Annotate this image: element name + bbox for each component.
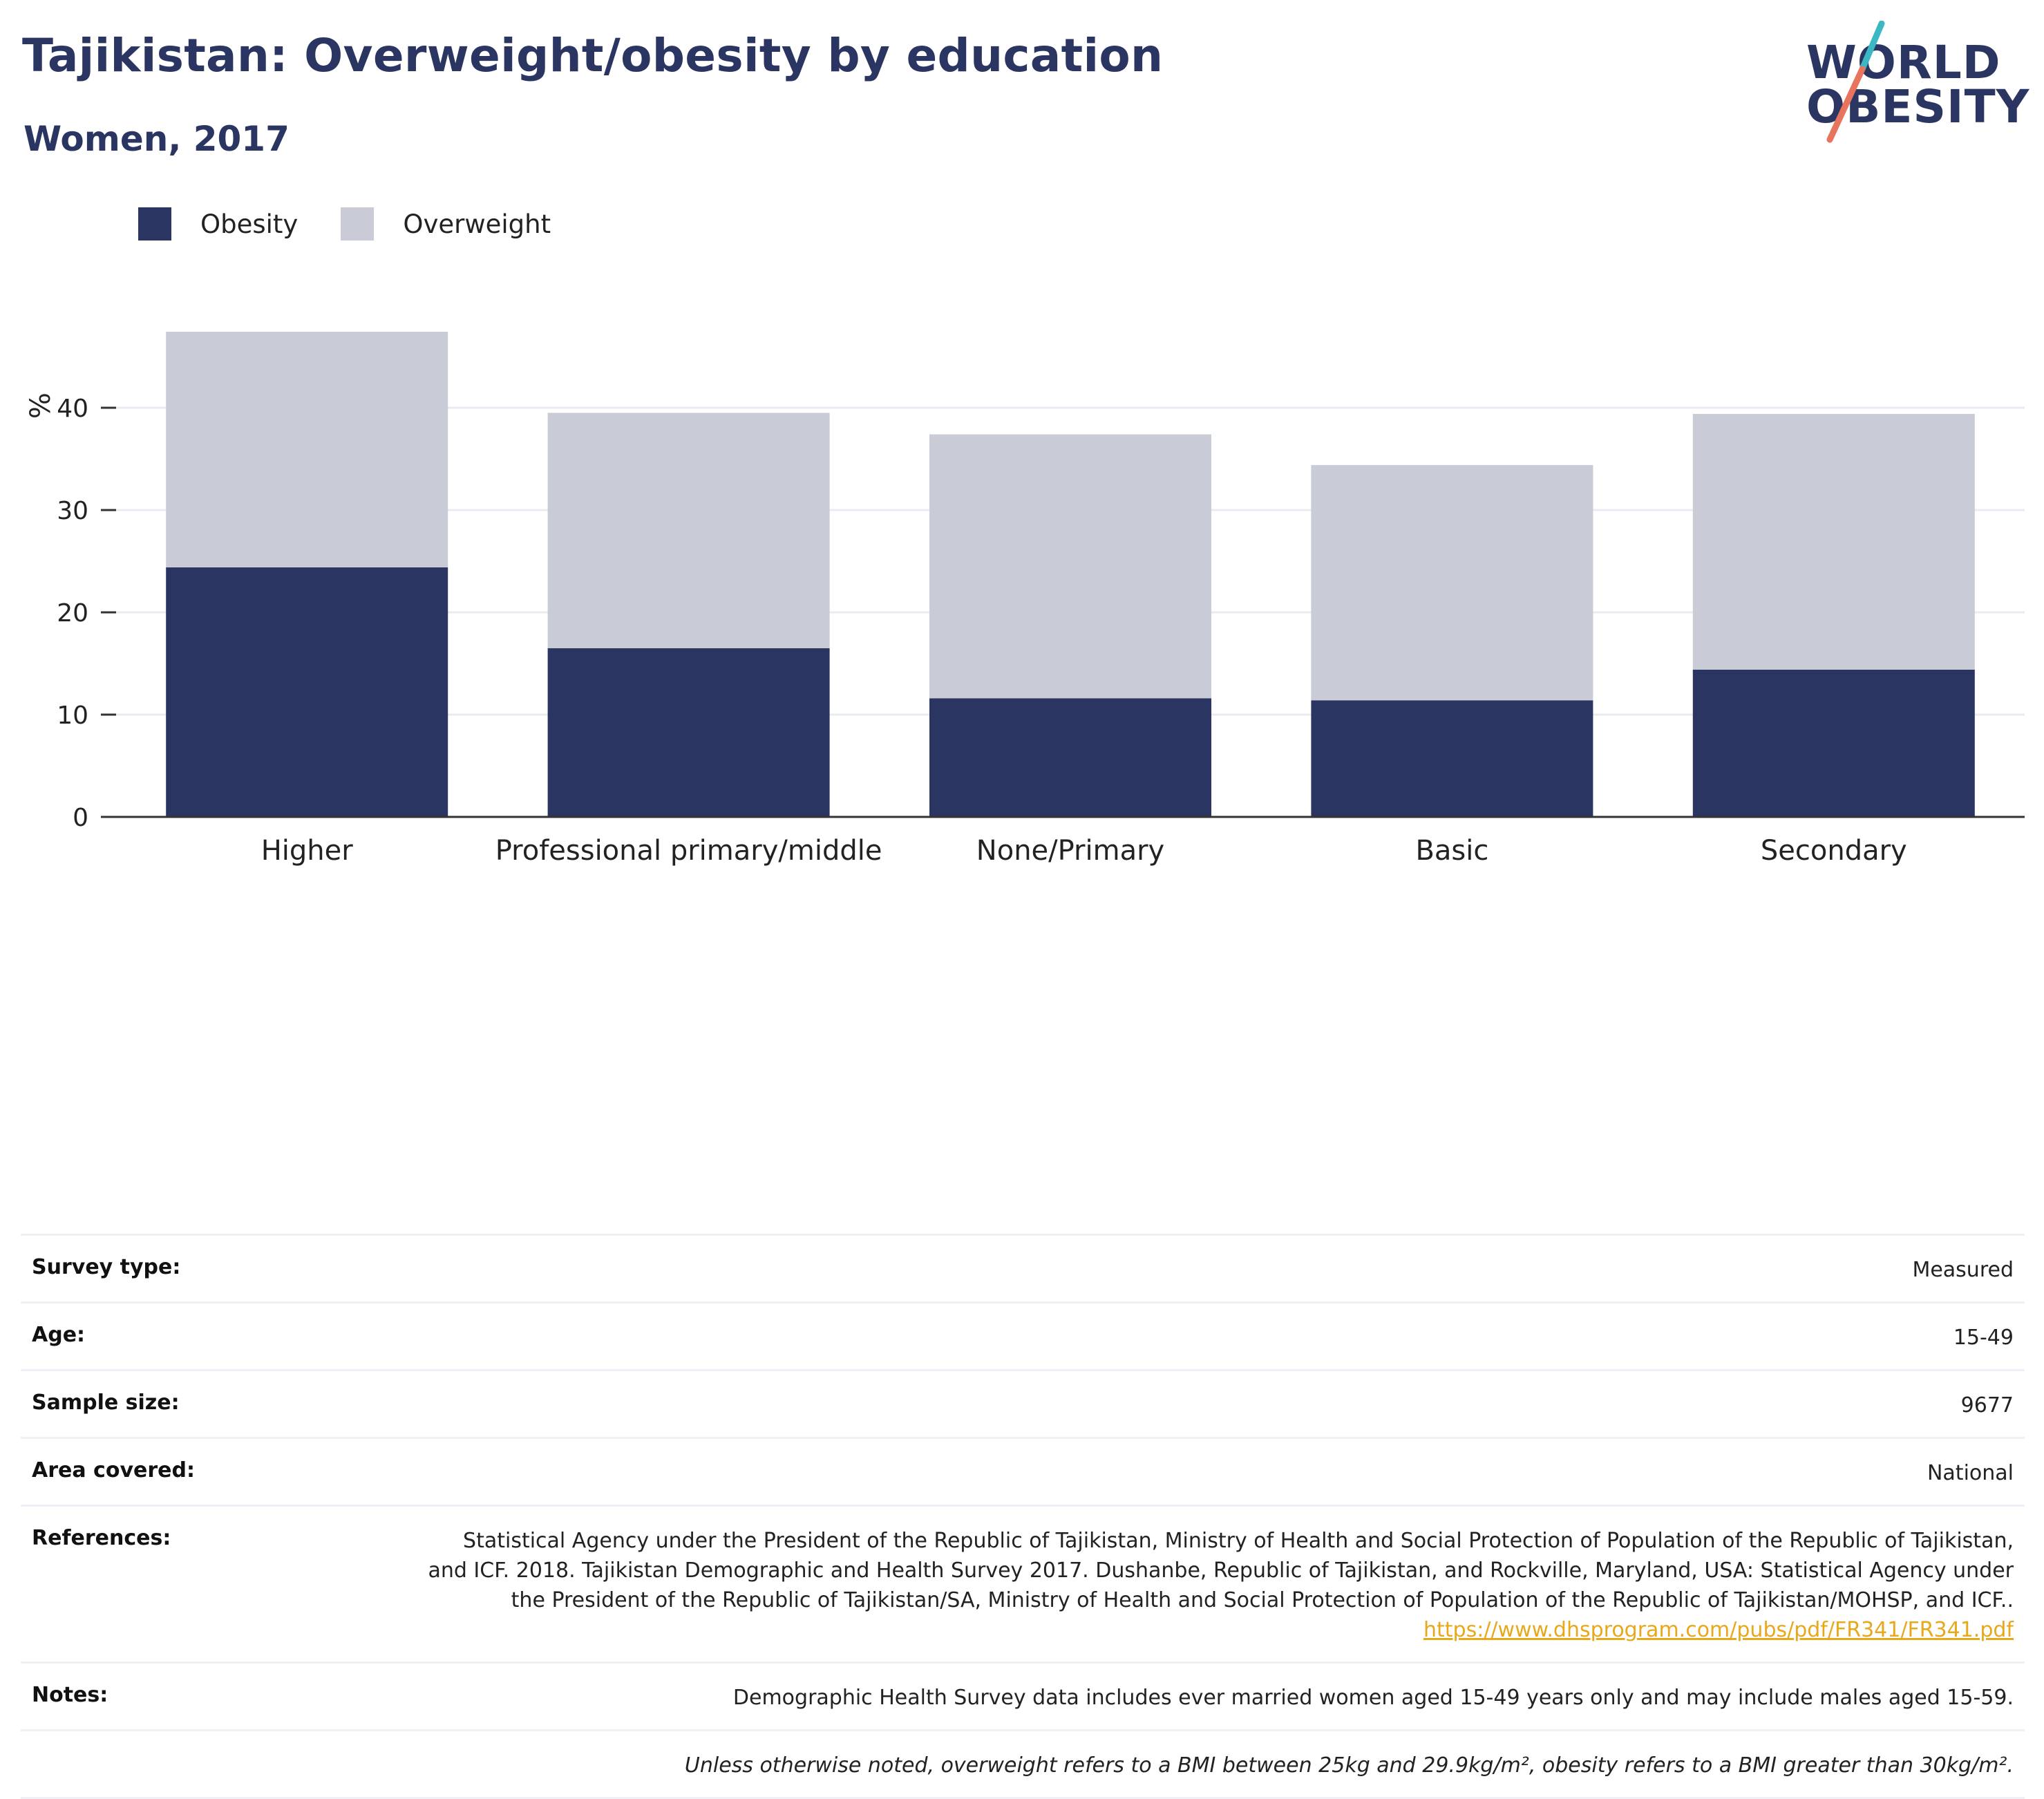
meta-label: Notes:	[32, 1683, 108, 1707]
meta-row-area-covered: Area covered: National	[21, 1437, 2025, 1505]
legend-label-obesity: Obesity	[200, 209, 299, 239]
legend-item-obesity[interactable]: Obesity	[138, 207, 298, 241]
bar-obesity-basic	[1311, 700, 1593, 817]
x-tick-label: None/Primary	[976, 835, 1164, 867]
bar-overweight-higher	[166, 332, 448, 567]
meta-row-age: Age: 15-49	[21, 1301, 2025, 1369]
bar-obesity-higher	[166, 567, 448, 817]
y-axis-label: %	[25, 393, 57, 419]
meta-row-survey-type: Survey type: Measured	[21, 1234, 2025, 1301]
bar-obesity-secondary	[1692, 669, 1975, 817]
meta-label: Area covered:	[32, 1458, 195, 1482]
bmi-footnote: Unless otherwise noted, overweight refer…	[684, 1753, 2014, 1778]
bar-obesity-professional-primary-middle	[547, 648, 830, 817]
bar-overweight-basic	[1311, 464, 1593, 701]
legend-swatch-overweight	[341, 207, 375, 241]
chart-legend: Obesity Overweight	[138, 207, 594, 241]
page-title: Tajikistan: Overweight/obesity by educat…	[22, 29, 1164, 82]
meta-value: National	[1927, 1461, 2014, 1485]
bar-overweight-secondary	[1692, 413, 1975, 670]
meta-value: Demographic Health Survey data includes …	[732, 1686, 2014, 1710]
bar-overweight-none-primary	[929, 434, 1211, 699]
page-subtitle: Women, 2017	[23, 119, 290, 159]
meta-value: Measured	[1912, 1258, 2014, 1282]
x-tick-label: Basic	[1415, 835, 1488, 867]
meta-row-notes: Notes: Demographic Health Survey data in…	[21, 1661, 2025, 1729]
y-tick-label: 10	[57, 701, 88, 730]
y-tick-label: 40	[57, 395, 88, 423]
y-tick-label: 0	[73, 804, 88, 832]
legend-item-overweight[interactable]: Overweight	[341, 207, 551, 241]
x-tick-label: Higher	[261, 835, 354, 867]
meta-label: References:	[32, 1526, 171, 1550]
meta-value: 15-49	[1953, 1326, 2014, 1350]
logo-line-1: WORLD	[1806, 36, 2001, 89]
meta-row-footnote: Unless otherwise noted, overweight refer…	[21, 1729, 2025, 1799]
x-tick-label: Secondary	[1761, 835, 1907, 867]
meta-label: Sample size:	[32, 1391, 180, 1415]
reference-text: Statistical Agency under the President o…	[424, 1526, 2014, 1645]
bar-overweight-professional-primary-middle	[547, 413, 830, 648]
x-tick-label: Professional primary/middle	[495, 835, 882, 867]
reference-citation: Statistical Agency under the President o…	[428, 1529, 2014, 1612]
reference-link[interactable]: https://www.dhsprogram.com/pubs/pdf/FR34…	[1423, 1618, 2014, 1642]
y-tick-label: 30	[57, 497, 88, 525]
y-tick-label: 20	[57, 599, 88, 628]
logo-slash-icon	[1826, 21, 1885, 143]
meta-row-references: References: Statistical Agency under the…	[21, 1505, 2025, 1661]
meta-row-sample-size: Sample size: 9677	[21, 1369, 2025, 1437]
meta-value: 9677	[1960, 1393, 2014, 1417]
legend-swatch-obesity	[138, 207, 171, 241]
meta-label: Age:	[32, 1323, 86, 1347]
bar-obesity-none-primary	[929, 698, 1211, 817]
survey-metadata-table: Survey type: Measured Age: 15-49 Sample …	[21, 1234, 2025, 1799]
world-obesity-logo[interactable]: WORLD OBESITY	[1797, 21, 2029, 145]
legend-label-overweight: Overweight	[403, 209, 551, 239]
meta-label: Survey type:	[32, 1255, 181, 1279]
